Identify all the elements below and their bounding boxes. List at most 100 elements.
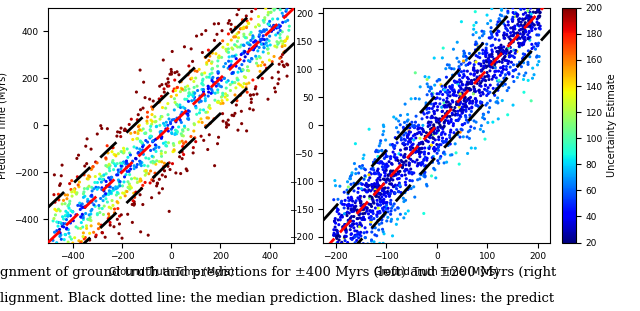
Point [152,124,162,129]
Point [370,187,380,192]
Point [520,28,531,33]
Point [420,146,430,151]
Point [429,167,440,172]
Point [376,192,386,197]
Point [332,263,342,268]
Point [389,190,399,195]
Point [369,168,379,173]
Point [161,127,171,132]
Point [427,114,437,119]
Point [497,57,508,62]
Point [335,217,346,222]
Point [377,148,387,153]
Point [468,91,479,96]
Point [489,64,499,69]
Point [362,189,372,194]
Point [455,135,465,140]
Point [255,39,265,44]
Point [57,224,67,229]
Point [151,149,161,154]
Point [364,196,374,201]
Point [203,94,213,99]
Point [528,10,538,15]
Point [336,201,346,206]
Point [390,191,400,196]
Point [343,184,353,189]
Point [84,184,94,189]
Point [497,70,507,75]
Point [172,129,182,134]
Point [372,201,383,206]
Point [132,180,143,185]
Point [399,155,410,160]
Point [117,150,127,155]
Point [237,62,247,67]
Point [331,273,341,278]
Point [491,75,501,80]
Point [86,166,97,171]
Point [492,22,502,27]
Point [346,223,356,228]
Point [52,240,62,245]
Point [479,116,490,121]
Point [60,221,70,226]
Point [351,234,362,239]
Point [147,107,157,112]
Point [61,226,72,231]
Point [72,299,83,304]
Point [500,26,511,31]
Point [332,233,342,238]
Point [161,143,171,148]
Point [376,138,386,143]
Point [490,69,500,74]
Point [125,163,136,168]
Point [131,156,141,161]
Point [396,164,406,169]
Point [163,84,173,89]
Point [335,234,345,239]
Point [486,61,496,66]
Point [447,85,458,90]
Point [387,142,397,147]
Point [437,114,447,119]
Point [138,141,148,146]
Point [240,49,250,54]
Point [282,35,292,39]
Point [416,132,426,137]
Point [356,244,367,248]
Point [95,210,105,215]
Point [428,140,438,145]
Point [430,96,440,101]
Point [239,32,249,37]
Point [456,86,467,91]
Point [424,110,434,115]
Point [477,67,488,72]
Point [518,41,528,46]
Point [369,160,380,165]
Point [392,205,403,210]
Point [280,38,291,43]
Point [403,135,413,140]
Point [243,21,253,26]
Point [108,188,118,193]
Point [274,0,284,4]
Point [269,23,279,28]
Point [494,53,504,58]
Point [513,17,524,22]
Point [133,150,143,155]
Point [451,80,461,85]
Point [129,199,140,204]
Point [450,142,460,146]
Point [252,1,262,6]
Point [369,239,379,244]
Point [442,109,452,114]
Point [151,143,161,148]
Point [484,63,495,68]
Point [518,26,529,31]
Point [111,153,121,158]
Point [386,198,396,203]
Point [359,207,369,212]
Point [84,212,94,217]
Point [207,88,217,93]
Point [70,259,80,264]
